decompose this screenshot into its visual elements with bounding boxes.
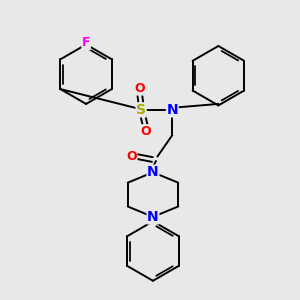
Text: N: N xyxy=(147,165,159,179)
Text: F: F xyxy=(82,37,90,50)
Text: S: S xyxy=(136,103,146,117)
Text: O: O xyxy=(126,150,137,163)
Text: O: O xyxy=(140,125,151,138)
Text: N: N xyxy=(147,210,159,224)
Text: O: O xyxy=(134,82,145,95)
Text: N: N xyxy=(167,103,178,117)
